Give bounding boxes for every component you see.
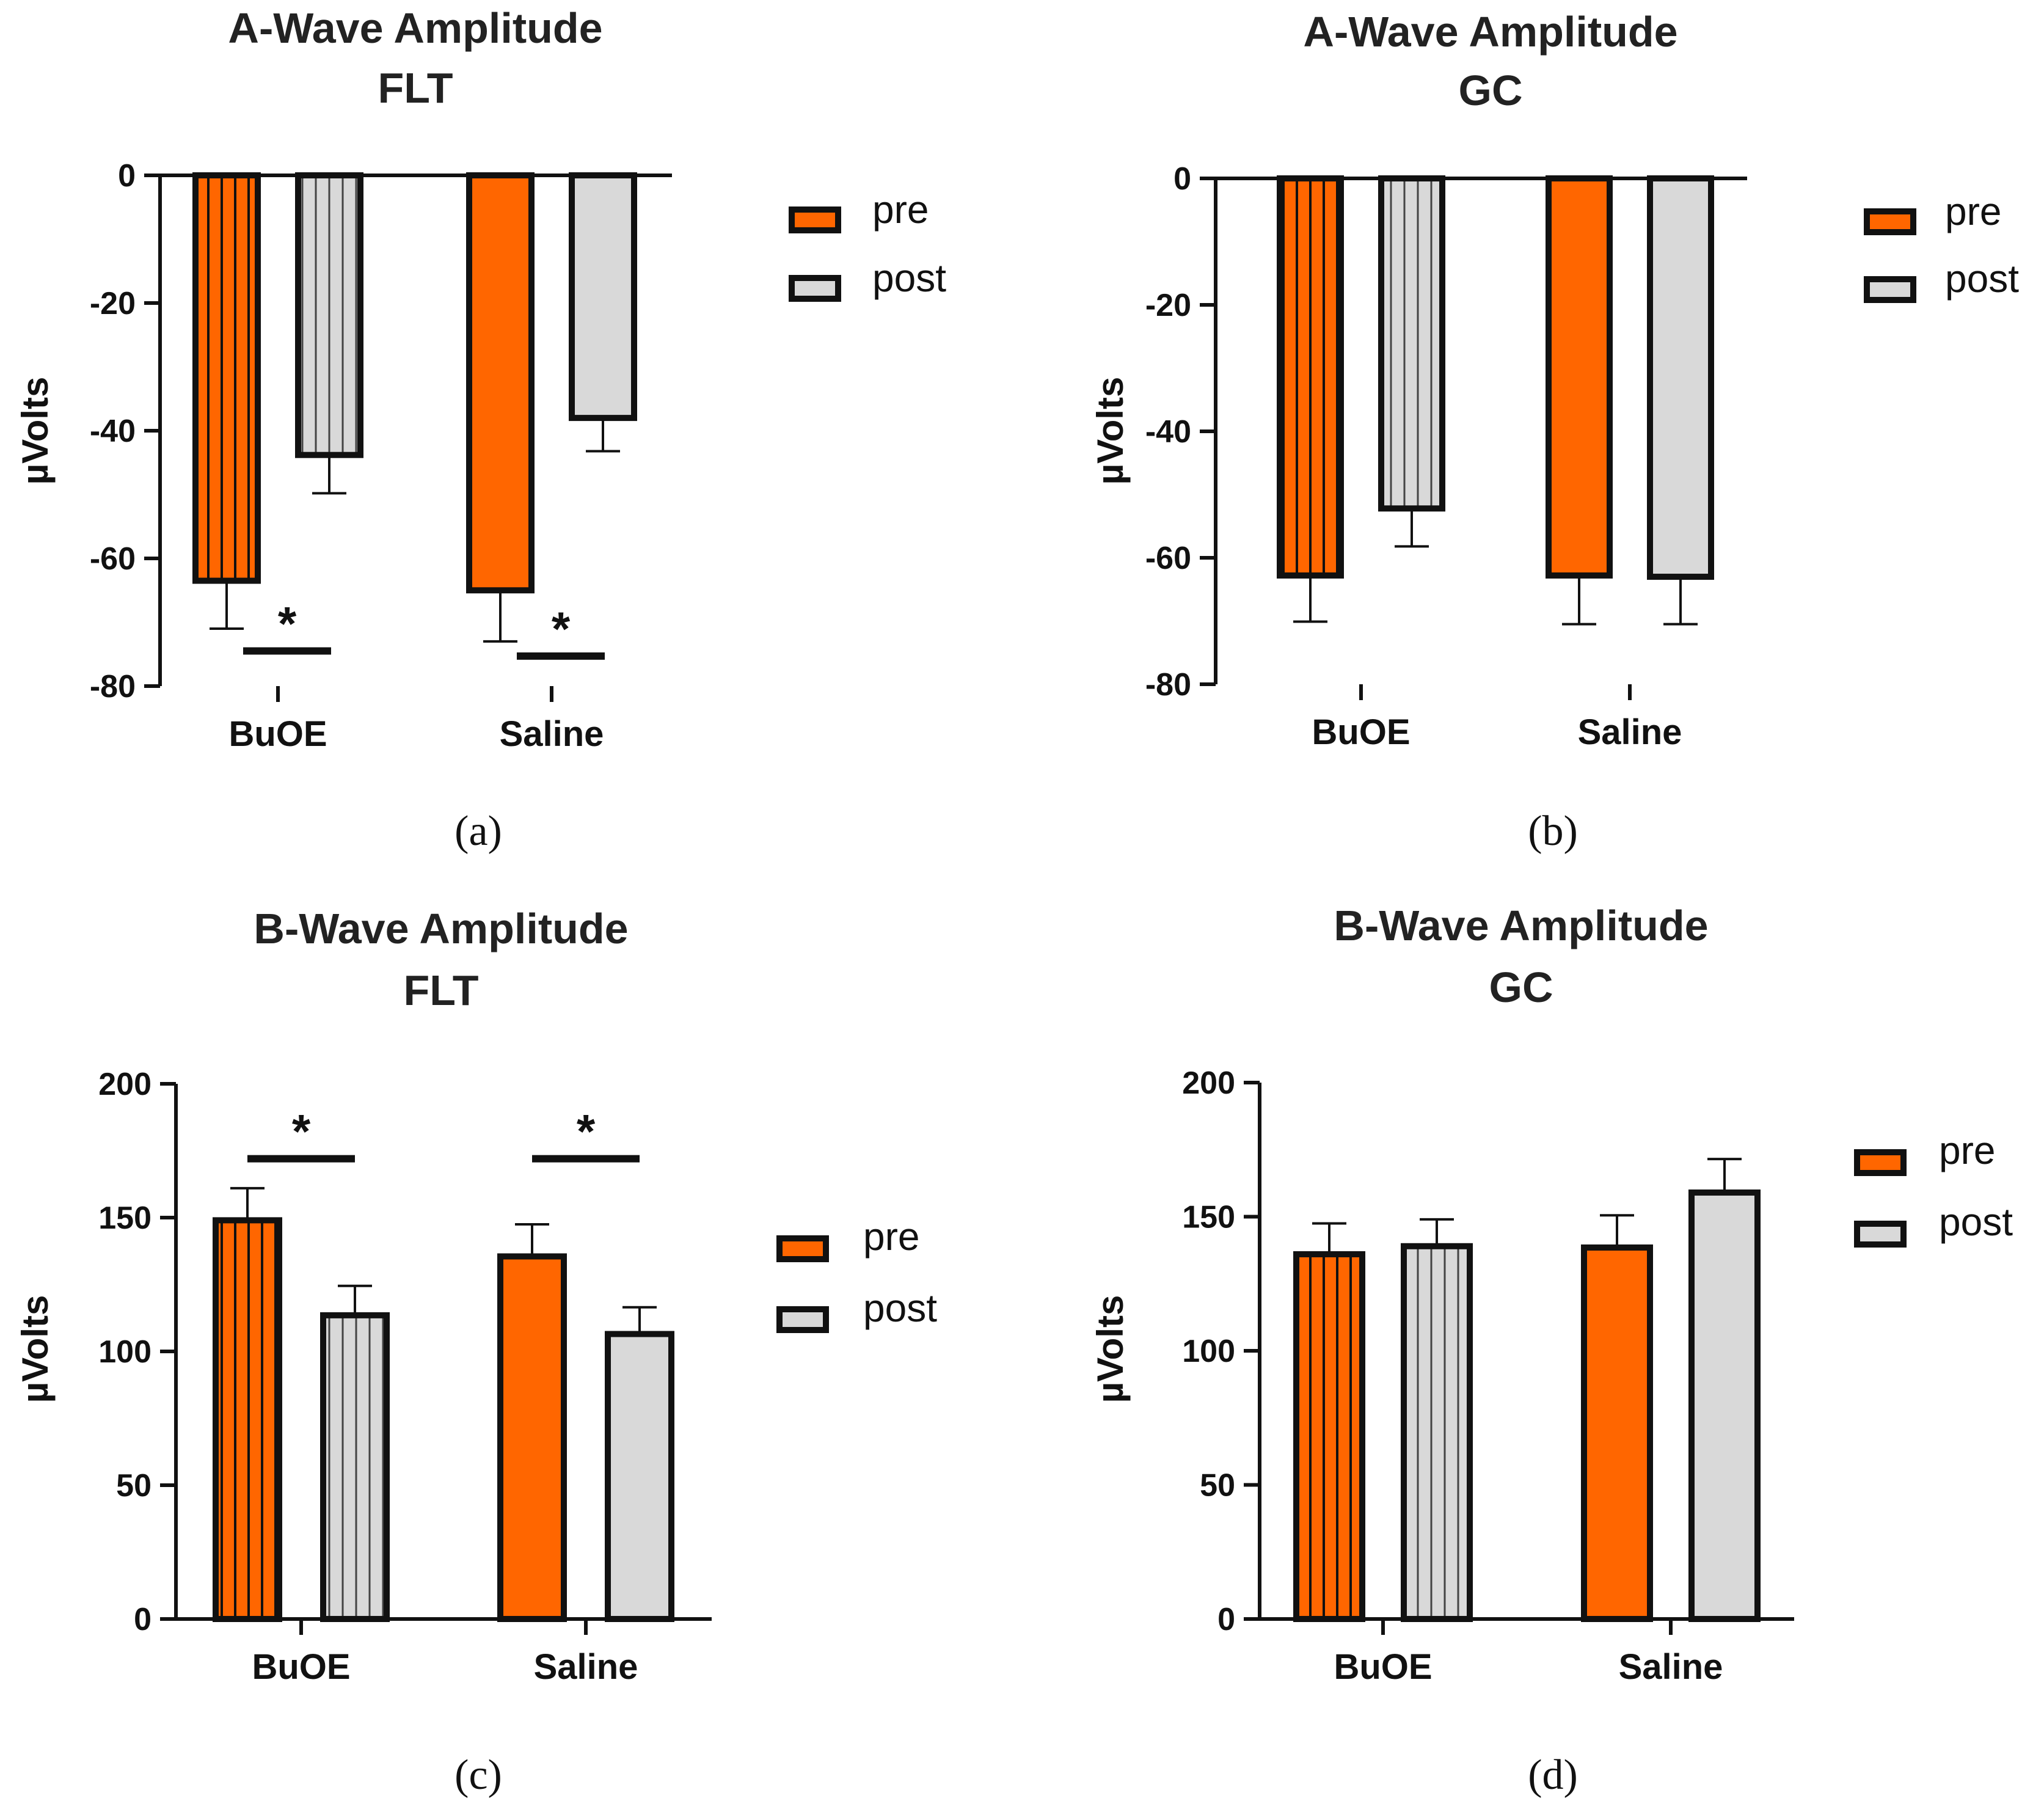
x-tick-label: BuOE [252, 1647, 350, 1687]
chart-title-line-2: FLT [403, 967, 478, 1014]
x-tick-label: Saline [1578, 712, 1682, 752]
legend-swatch-pre [1854, 1149, 1907, 1176]
y-tick-label: 200 [1182, 1065, 1235, 1101]
bar-pre-buoe [213, 1217, 282, 1622]
y-tick-label: 0 [1173, 161, 1191, 197]
y-tick-label: -60 [1145, 541, 1191, 576]
y-tick-label: 0 [134, 1602, 151, 1637]
significance-star: * [577, 1105, 596, 1158]
y-tick-label: -60 [90, 541, 136, 577]
y-tick-label: 100 [1182, 1334, 1235, 1369]
plot-area: 0 -20 -40 -60 -80 BuOE Saline * * [90, 158, 841, 754]
legend-swatch-post [776, 1306, 829, 1333]
x-tick-label: BuOE [228, 714, 327, 754]
x-tick-label: BuOE [1312, 712, 1410, 752]
y-tick-label: -40 [1145, 414, 1191, 450]
x-tick-label: Saline [500, 714, 604, 754]
bar-pre-buoe [1293, 1251, 1365, 1622]
legend-swatch-post [1854, 1221, 1907, 1248]
legend-label-post: post [863, 1286, 937, 1330]
y-tick-label: 50 [116, 1468, 151, 1504]
legend-swatch-pre [776, 1235, 829, 1262]
bar-pre-saline [466, 172, 535, 594]
y-tick-label: 0 [118, 158, 136, 194]
y-tick-label: -20 [90, 286, 136, 321]
legend-label-pre: pre [872, 188, 929, 232]
legend-label-post: post [1939, 1200, 2013, 1244]
panel-c: B-Wave Amplitude FLT µVolts 0 50 100 150 200… [15, 905, 937, 1799]
bar-pre-saline [1581, 1244, 1653, 1622]
y-tick-label: -40 [90, 414, 136, 449]
legend-swatch-post [789, 275, 841, 302]
panel-label: (b) [1528, 808, 1578, 855]
bar-pre-buoe [1277, 175, 1344, 579]
panel-label: (d) [1528, 1752, 1578, 1799]
plot-area: 0 -20 -40 -60 -80 BuOE Saline [1145, 161, 1916, 752]
bar-post-buoe [1401, 1243, 1473, 1623]
y-tick-label: 50 [1200, 1468, 1235, 1504]
y-tick-label: -20 [1145, 288, 1191, 323]
y-axis-label: µVolts [1090, 1295, 1131, 1403]
legend-swatch-post [1864, 276, 1916, 303]
y-tick-label: 100 [98, 1334, 151, 1370]
bar-post-buoe [1378, 175, 1445, 512]
bar-pre-saline [1546, 175, 1613, 579]
legend-label-pre: pre [1939, 1128, 1996, 1172]
bar-pre-saline [497, 1253, 567, 1622]
legend-label-post: post [872, 256, 946, 300]
chart-title-line-1: A-Wave Amplitude [1303, 8, 1677, 56]
panel-label: (a) [454, 808, 502, 855]
significance-star: * [292, 1105, 311, 1158]
y-tick-label: 200 [98, 1067, 151, 1102]
significance-star: * [278, 597, 297, 651]
chart-title-line-2: FLT [378, 64, 453, 112]
bar-pre-buoe [192, 172, 261, 584]
y-tick-label: 150 [1182, 1200, 1235, 1235]
bar-post-saline [569, 172, 637, 422]
chart-title-line-2: GC [1489, 963, 1553, 1011]
panel-b: A-Wave Amplitude GC µVolts 0 -20 -40 -60 -80… [1090, 8, 2019, 855]
legend-label-pre: pre [863, 1215, 920, 1259]
y-axis-label: µVolts [1090, 377, 1131, 485]
y-axis-label: µVolts [15, 377, 56, 485]
plot-area: 0 50 100 150 200 BuOE Saline * * [98, 1067, 829, 1687]
chart-title-line-1: B-Wave Amplitude [254, 905, 628, 952]
y-tick-label: 150 [98, 1201, 151, 1236]
chart-title-line-1: A-Wave Amplitude [228, 4, 602, 52]
bar-post-saline [1688, 1189, 1761, 1622]
x-tick-label: Saline [534, 1647, 638, 1687]
y-tick-label: -80 [90, 669, 136, 704]
x-tick-label: Saline [1619, 1647, 1723, 1687]
x-tick-label: BuOE [1334, 1647, 1432, 1687]
chart-title-line-1: B-Wave Amplitude [1334, 902, 1708, 949]
plot-area: 0 50 100 150 200 BuOE Saline [1182, 1065, 1907, 1687]
legend-label-post: post [1945, 257, 2019, 301]
legend-label-pre: pre [1945, 189, 2002, 233]
bar-post-buoe [295, 172, 363, 458]
bar-post-saline [605, 1331, 674, 1623]
y-axis-label: µVolts [15, 1295, 56, 1403]
panel-a: A-Wave Amplitude FLT µVolts 0 -20 -40 -60 -8… [15, 4, 946, 855]
y-tick-label: -80 [1145, 667, 1191, 703]
legend-swatch-pre [789, 206, 841, 233]
legend-swatch-pre [1864, 208, 1916, 235]
y-tick-label: 0 [1217, 1602, 1235, 1637]
panel-label: (c) [454, 1752, 502, 1799]
significance-star: * [552, 602, 571, 656]
chart-title-line-2: GC [1459, 67, 1523, 114]
bar-post-buoe [320, 1312, 390, 1623]
panel-d: B-Wave Amplitude GC µVolts 0 50 100 150 200 B… [1090, 902, 2013, 1799]
bar-post-saline [1647, 175, 1714, 580]
